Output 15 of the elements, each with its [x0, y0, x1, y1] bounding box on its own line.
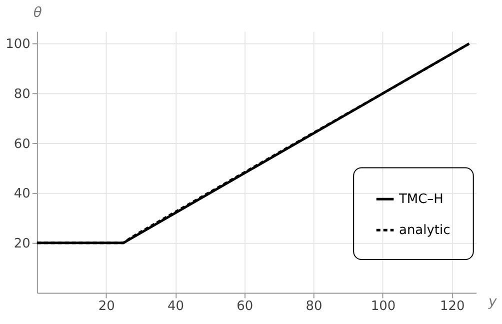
legend-label: TMC–H: [398, 192, 444, 208]
y-tick-label: 60: [14, 136, 30, 152]
x-tick-label: 20: [98, 299, 115, 314]
y-tick-label: 80: [14, 87, 30, 102]
x-tick-label: 40: [167, 299, 184, 314]
legend-label: analytic: [399, 223, 450, 238]
x-tick-label: 100: [370, 299, 396, 314]
y-tick-label: 100: [6, 37, 30, 52]
x-axis-title: y: [488, 294, 498, 310]
x-tick-label: 80: [306, 299, 322, 314]
y-tick-label: 20: [14, 236, 30, 252]
y-tick-label: 40: [14, 186, 30, 202]
y-axis-title: θ: [33, 4, 42, 21]
x-tick-label: 60: [236, 299, 254, 314]
x-tick-label: 120: [440, 299, 465, 314]
